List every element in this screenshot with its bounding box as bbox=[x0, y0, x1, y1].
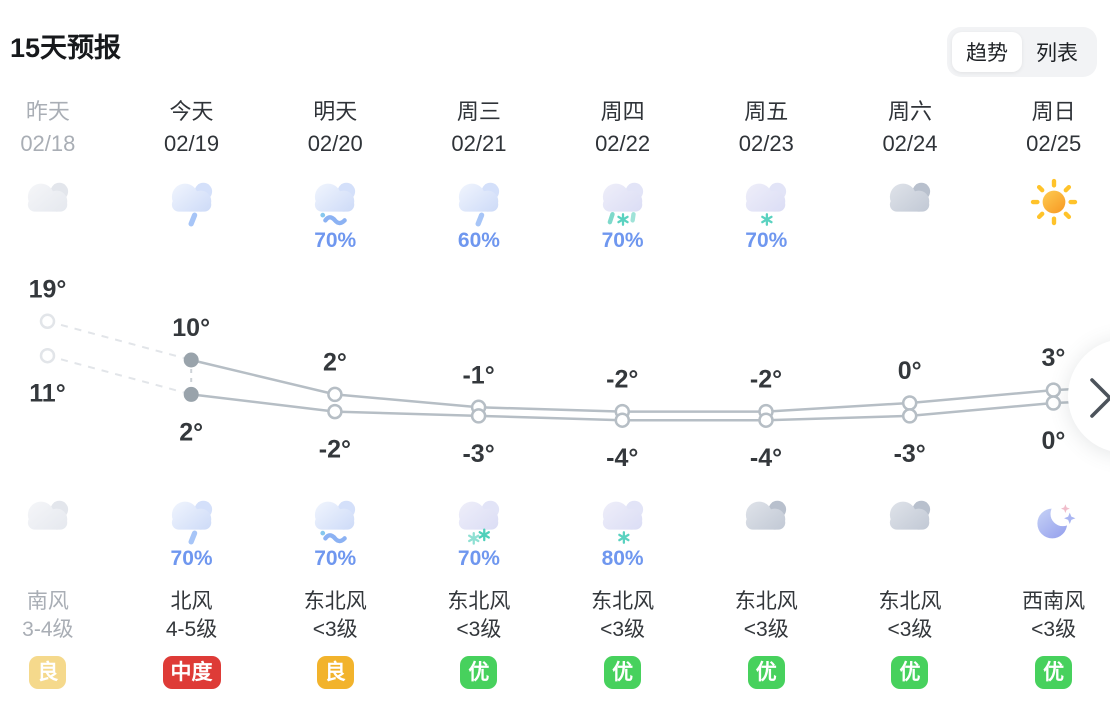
aqi-badge: 良 bbox=[29, 656, 67, 689]
rain-icon bbox=[120, 174, 264, 230]
day-label: 明天 bbox=[313, 99, 358, 124]
day-label: 周五 bbox=[744, 99, 789, 124]
date-label: 02/19 bbox=[164, 131, 220, 156]
wind-info: 东北风 <3级 bbox=[551, 588, 695, 644]
aqi-badge: 良 bbox=[316, 656, 354, 689]
snow-1-icon bbox=[551, 492, 695, 548]
trend-list-toggle: 趋势 列表 bbox=[947, 27, 1097, 77]
wind-direction: 东北风 bbox=[303, 590, 367, 613]
wind-direction: 东北风 bbox=[591, 590, 655, 613]
night-precip-probability: 70% bbox=[314, 547, 357, 570]
wind-info: 南风 3-4级 bbox=[0, 588, 120, 644]
cloudy-icon bbox=[838, 174, 982, 230]
cloudy-icon bbox=[694, 492, 838, 548]
tab-list[interactable]: 列表 bbox=[1036, 42, 1078, 65]
wind-info: 东北风 <3级 bbox=[263, 588, 407, 644]
aqi-badge: 优 bbox=[1035, 656, 1073, 689]
tab-trend[interactable]: 趋势 bbox=[952, 32, 1022, 72]
forecast-column[interactable]: 今天 02/19 70% 北风 4-5级 中度 bbox=[120, 96, 264, 690]
sunny-icon bbox=[982, 174, 1110, 230]
day-precip-probability bbox=[982, 230, 1110, 256]
day-precip-probability: 70% bbox=[745, 229, 788, 252]
rain-icon bbox=[407, 174, 551, 230]
night-precip-probability: 70% bbox=[170, 547, 213, 570]
night-precip-probability: 70% bbox=[457, 547, 500, 570]
wind-level: <3级 bbox=[312, 618, 358, 641]
wind-info: 东北风 <3级 bbox=[838, 588, 982, 644]
chevron-right-icon bbox=[1090, 378, 1110, 418]
wind-info: 西南风 <3级 bbox=[982, 588, 1110, 644]
cloudy-light-icon bbox=[0, 174, 120, 230]
day-label: 昨天 bbox=[25, 99, 70, 124]
wind-direction: 东北风 bbox=[734, 590, 798, 613]
date-label: 02/25 bbox=[1026, 131, 1082, 156]
date-label: 02/22 bbox=[595, 131, 651, 156]
night-precip-probability bbox=[838, 548, 982, 574]
wind-info: 东北风 <3级 bbox=[407, 588, 551, 644]
rain-icon bbox=[120, 492, 264, 548]
wind-info: 东北风 <3级 bbox=[694, 588, 838, 644]
day-label: 周日 bbox=[1031, 99, 1076, 124]
aqi-badge: 优 bbox=[604, 656, 642, 689]
night-precip-probability bbox=[0, 548, 120, 574]
aqi-badge: 优 bbox=[460, 656, 498, 689]
aqi-badge: 中度 bbox=[162, 656, 221, 689]
date-label: 02/24 bbox=[882, 131, 938, 156]
forecast-column[interactable]: 周日 02/25 西南风 <3级 优 bbox=[982, 96, 1110, 690]
date-label: 02/20 bbox=[307, 131, 363, 156]
wind-level: <3级 bbox=[456, 618, 502, 641]
sleet-icon bbox=[263, 174, 407, 230]
wind-level: <3级 bbox=[743, 618, 789, 641]
forecast-column[interactable]: 周六 02/24 东北风 <3级 优 bbox=[838, 96, 982, 690]
day-precip-probability: 70% bbox=[601, 229, 644, 252]
date-label: 02/18 bbox=[20, 131, 76, 156]
wind-direction: 东北风 bbox=[878, 590, 942, 613]
day-precip-probability bbox=[0, 230, 120, 256]
day-label: 周六 bbox=[887, 99, 932, 124]
wind-info: 北风 4-5级 bbox=[120, 588, 264, 644]
forecast-column[interactable]: 明天 02/20 70% 70% 东北风 <3级 良 bbox=[263, 96, 407, 690]
wind-level: <3级 bbox=[1031, 618, 1077, 641]
snow-1-icon bbox=[694, 174, 838, 230]
forecast-column[interactable]: 周三 02/21 60% 70% 东北风 <3级 优 bbox=[407, 96, 551, 690]
wind-level: <3级 bbox=[600, 618, 646, 641]
clear-night-icon bbox=[982, 492, 1110, 548]
night-precip-probability: 80% bbox=[601, 547, 644, 570]
wind-level: <3级 bbox=[887, 618, 933, 641]
forecast-columns: 昨天 02/18 南风 3-4级 良 今天 02/19 70% 北风 4-5级 … bbox=[0, 96, 1110, 690]
wind-direction: 北风 bbox=[170, 590, 213, 613]
forecast-column[interactable]: 周五 02/23 70% 东北风 <3级 优 bbox=[694, 96, 838, 690]
day-precip-probability bbox=[838, 230, 982, 256]
day-label: 周三 bbox=[456, 99, 501, 124]
snow-2-icon bbox=[407, 492, 551, 548]
aqi-badge: 优 bbox=[891, 656, 929, 689]
night-precip-probability bbox=[982, 548, 1110, 574]
forecast-column[interactable]: 周四 02/22 70% 80% 东北风 <3级 优 bbox=[551, 96, 695, 690]
sleet-icon bbox=[263, 492, 407, 548]
date-label: 02/21 bbox=[451, 131, 507, 156]
aqi-badge: 优 bbox=[747, 656, 785, 689]
rain-snow-icon bbox=[551, 174, 695, 230]
wind-level: 3-4级 bbox=[22, 618, 74, 641]
day-precip-probability: 60% bbox=[457, 229, 500, 252]
day-precip-probability bbox=[120, 230, 264, 256]
wind-level: 4-5级 bbox=[165, 618, 218, 641]
date-label: 02/23 bbox=[738, 131, 794, 156]
page-title: 15天预报 bbox=[10, 33, 122, 63]
cloudy-icon bbox=[838, 492, 982, 548]
forecast-column[interactable]: 昨天 02/18 南风 3-4级 良 bbox=[0, 96, 120, 690]
wind-direction: 西南风 bbox=[1022, 590, 1086, 613]
day-label: 今天 bbox=[169, 99, 214, 124]
wind-direction: 南风 bbox=[26, 590, 69, 613]
wind-direction: 东北风 bbox=[447, 590, 511, 613]
cloudy-light-icon bbox=[0, 492, 120, 548]
day-precip-probability: 70% bbox=[314, 229, 357, 252]
day-label: 周四 bbox=[600, 99, 645, 124]
night-precip-probability bbox=[694, 548, 838, 574]
